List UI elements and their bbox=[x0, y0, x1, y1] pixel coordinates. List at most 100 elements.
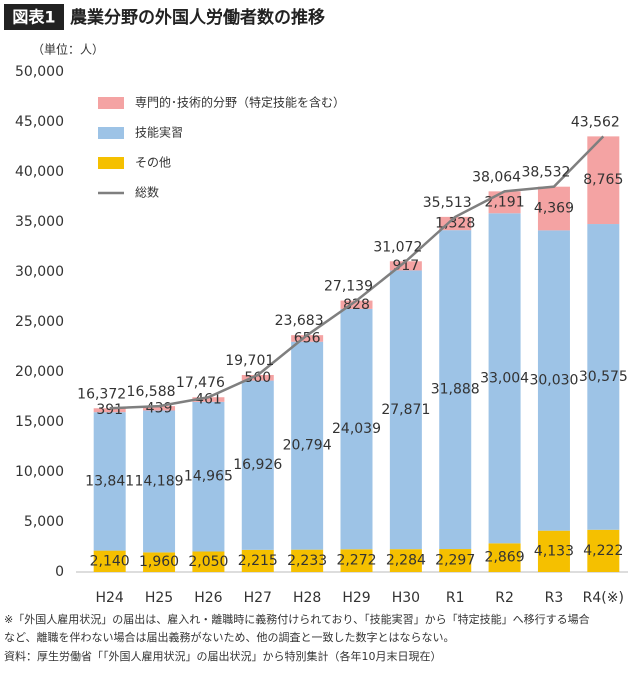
total-label: 43,562 bbox=[571, 114, 620, 130]
bar-segment bbox=[291, 549, 324, 572]
data-label: 2,215 bbox=[238, 553, 278, 569]
bar-segment bbox=[587, 529, 620, 572]
bar-segment bbox=[439, 216, 472, 231]
x-tick-label: H25 bbox=[145, 590, 173, 606]
bar-segment bbox=[291, 335, 324, 342]
badge-box bbox=[4, 4, 64, 30]
unit-label: （単位：人） bbox=[32, 42, 104, 57]
total-label: 17,476 bbox=[176, 375, 225, 391]
bar-segment bbox=[143, 552, 176, 572]
data-label: 4,222 bbox=[583, 543, 623, 559]
note: ※「外国人雇用状況」の届出は、雇入れ・離職時に義務付けられており、「技能実習」か… bbox=[4, 612, 590, 626]
bar-segment bbox=[241, 380, 274, 550]
x-tick-label: R3 bbox=[545, 590, 564, 606]
bar-segment bbox=[241, 549, 274, 572]
data-label: 24,039 bbox=[332, 421, 381, 437]
y-tick-label: 35,000 bbox=[15, 214, 64, 230]
legend-label: 技能実習 bbox=[135, 125, 183, 140]
bar-segment bbox=[143, 406, 176, 411]
data-label: 2,869 bbox=[485, 550, 525, 566]
total-label: 31,072 bbox=[373, 239, 422, 255]
x-tick-label: H29 bbox=[342, 590, 370, 606]
x-tick-label: H26 bbox=[194, 590, 222, 606]
total-label: 35,513 bbox=[423, 195, 472, 211]
bar-segment bbox=[587, 136, 620, 225]
total-label: 16,588 bbox=[127, 384, 176, 400]
legend-label: その他 bbox=[135, 156, 171, 170]
total-label: 27,139 bbox=[324, 279, 373, 295]
y-tick-label: 10,000 bbox=[15, 464, 64, 480]
data-label: 656 bbox=[294, 330, 321, 346]
data-label: 20,794 bbox=[283, 438, 332, 454]
chart-title: 農業分野の外国人労働者数の推移 bbox=[70, 7, 325, 28]
bar-segment bbox=[587, 224, 620, 530]
bar-segment bbox=[192, 551, 225, 572]
bar-segment bbox=[291, 341, 324, 550]
x-tick-label: R2 bbox=[495, 590, 514, 606]
bar-segment bbox=[389, 270, 422, 550]
bar-segment bbox=[537, 186, 570, 231]
bar-segment bbox=[488, 543, 521, 572]
data-label: 2,191 bbox=[485, 194, 525, 210]
total-label: 19,701 bbox=[225, 353, 274, 369]
total-line bbox=[109, 135, 605, 410]
data-label: 2,140 bbox=[90, 553, 130, 569]
bar-segment bbox=[340, 549, 373, 572]
x-tick-label: H30 bbox=[392, 590, 420, 606]
legend-label: 専門的･技術的分野（特定技能を含む） bbox=[135, 95, 345, 110]
bar-segment bbox=[192, 401, 225, 552]
data-label: 13,841 bbox=[85, 473, 134, 489]
data-label: 1,960 bbox=[139, 554, 179, 570]
data-label: 8,765 bbox=[583, 172, 623, 188]
x-tick-label: H24 bbox=[96, 590, 124, 606]
bar-segment bbox=[488, 213, 521, 544]
data-label: 917 bbox=[392, 258, 419, 274]
total-label: 38,064 bbox=[472, 169, 521, 185]
data-label: 30,030 bbox=[529, 373, 578, 389]
y-tick-label: 5,000 bbox=[24, 514, 64, 530]
bar-segment bbox=[241, 374, 274, 381]
source: 資料：厚生労働省「「外国人雇用状況」の届出状況」から特別集計（各年10月末日現在… bbox=[4, 649, 442, 663]
y-tick-label: 45,000 bbox=[15, 114, 64, 130]
legend-swatch bbox=[98, 157, 124, 169]
y-tick-label: 50,000 bbox=[15, 64, 64, 80]
total-label: 23,683 bbox=[275, 313, 324, 329]
data-label: 2,050 bbox=[188, 554, 228, 570]
y-tick-label: 40,000 bbox=[15, 164, 64, 180]
bar-segment bbox=[537, 230, 570, 531]
x-tick-label: H28 bbox=[293, 590, 321, 606]
bar-segment bbox=[340, 308, 373, 550]
data-label: 2,284 bbox=[386, 553, 426, 569]
badge: 図表1 bbox=[12, 8, 55, 27]
legend-swatch bbox=[98, 127, 124, 139]
y-tick-label: 15,000 bbox=[15, 414, 64, 430]
data-label: 31,888 bbox=[431, 382, 480, 398]
data-label: 4,369 bbox=[534, 201, 574, 217]
bar-segment bbox=[340, 300, 373, 309]
bar-segment bbox=[93, 408, 126, 413]
total-label: 38,532 bbox=[521, 165, 570, 181]
bar-segment bbox=[143, 410, 176, 553]
data-label: 560 bbox=[244, 370, 271, 386]
data-label: 27,871 bbox=[381, 402, 430, 418]
data-label: 2,297 bbox=[435, 553, 475, 569]
bar-segment bbox=[389, 261, 422, 271]
bar-segment bbox=[439, 549, 472, 572]
y-tick-label: 20,000 bbox=[15, 364, 64, 380]
data-label: 14,189 bbox=[135, 473, 184, 489]
x-tick-label: R1 bbox=[446, 590, 465, 606]
legend-swatch bbox=[98, 97, 124, 109]
bar-segment bbox=[192, 397, 225, 402]
data-label: 33,004 bbox=[480, 370, 529, 386]
data-label: 14,965 bbox=[184, 469, 233, 485]
data-label: 439 bbox=[146, 400, 173, 416]
bar-segment bbox=[93, 412, 126, 551]
bar-segment bbox=[439, 230, 472, 550]
x-tick-label: H27 bbox=[244, 590, 272, 606]
x-tick-label: R4(※) bbox=[583, 590, 624, 606]
data-label: 16,926 bbox=[233, 457, 282, 473]
legend-label: 総数 bbox=[135, 185, 159, 200]
bar-segment bbox=[537, 530, 570, 572]
